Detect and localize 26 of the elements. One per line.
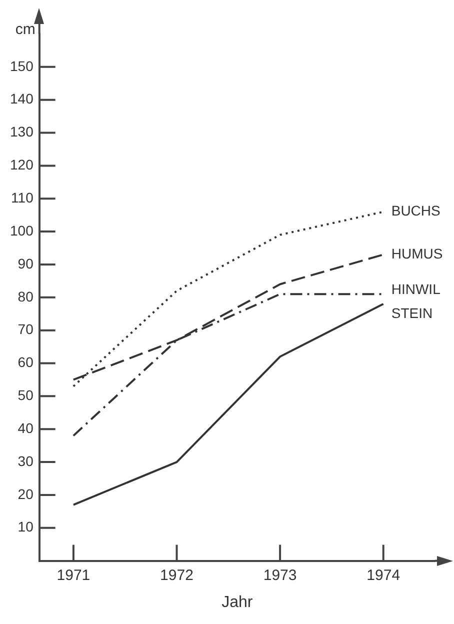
series-label: HINWIL xyxy=(391,280,441,297)
y-tick-label: 40 xyxy=(18,420,34,436)
x-tick-label: 1973 xyxy=(263,566,297,584)
y-tick-label: 140 xyxy=(10,90,34,107)
line-series xyxy=(72,210,384,388)
x-axis-title: Jahr xyxy=(222,594,254,611)
y-tick-label: 90 xyxy=(18,255,34,272)
y-tick-label: 100 xyxy=(10,222,34,238)
y-tick-label: 30 xyxy=(18,452,34,469)
series-label: HUMUS xyxy=(391,245,443,262)
series-label: BUCHS xyxy=(391,202,440,219)
y-tick-label: 10 xyxy=(18,518,34,535)
x-tick-label: 1971 xyxy=(56,566,90,584)
y-tick-label: 110 xyxy=(11,189,34,206)
y-tick-label: 150 xyxy=(10,58,34,74)
y-tick-label: 60 xyxy=(18,354,34,370)
y-tick-label: 70 xyxy=(18,321,34,338)
x-tick-label: 1972 xyxy=(160,566,194,584)
series-label: STEIN xyxy=(391,304,433,321)
y-tick-label: 130 xyxy=(10,124,34,140)
y-tick-label: 50 xyxy=(18,387,34,404)
y-axis-title: cm xyxy=(15,21,36,38)
y-tick-label: 120 xyxy=(10,156,34,173)
y-tick-label: 80 xyxy=(18,288,34,304)
x-tick-label: 1974 xyxy=(366,566,400,584)
y-tick-label: 20 xyxy=(18,486,34,502)
